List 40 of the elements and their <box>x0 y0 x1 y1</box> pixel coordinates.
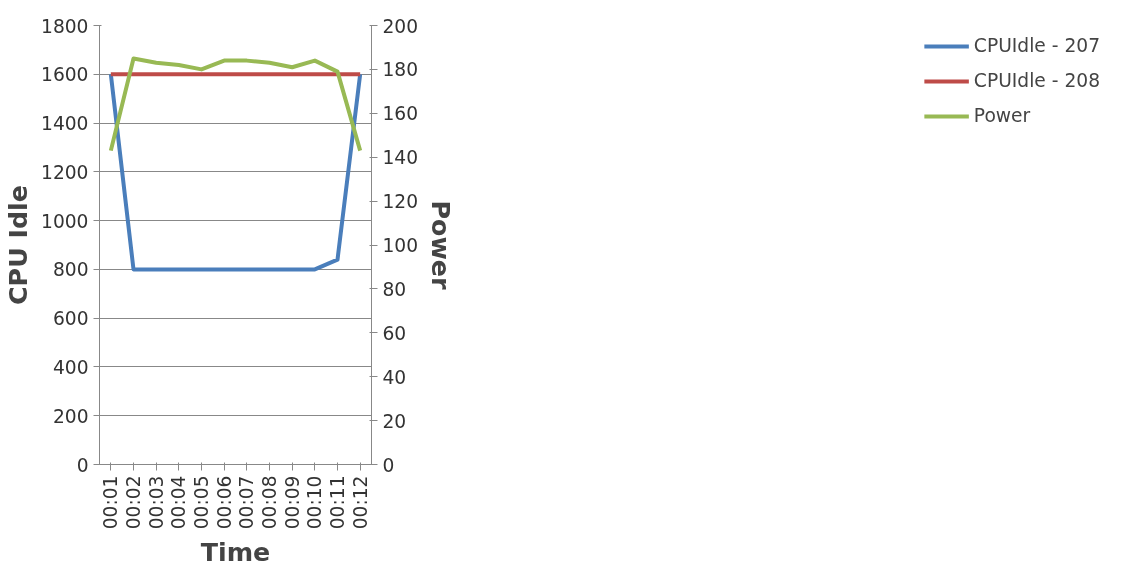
x-tick-label: 00:06 <box>213 475 235 530</box>
legend-label: CPUIdle - 208 <box>973 70 1100 91</box>
y2-tick-label: 160 <box>382 103 419 125</box>
y-axis-title: CPU Idle <box>3 185 34 305</box>
y2-tick-label: 80 <box>382 278 407 300</box>
x-tick-label: 00:08 <box>259 475 280 530</box>
y2-tick-label: 60 <box>382 322 407 344</box>
y2-tick-label: 40 <box>382 366 407 388</box>
x-tick-label: 00:09 <box>281 475 303 530</box>
x-tick-label: 00:12 <box>349 475 371 530</box>
line-series <box>108 56 363 153</box>
y-tick-label: 1400 <box>41 113 89 135</box>
x-tick-label: 00:04 <box>168 475 190 530</box>
x-tick-label: 00:03 <box>145 475 167 530</box>
y2-tick-label: 140 <box>382 147 419 169</box>
y2-tick-label: 120 <box>382 191 419 213</box>
y2-axis-title: Power <box>426 200 457 291</box>
y2-tick-label: 200 <box>382 15 419 37</box>
y-tick-label: 800 <box>52 259 89 281</box>
x-tick-label: 00:11 <box>327 475 348 530</box>
x-tick-label: 00:10 <box>304 475 326 530</box>
y2-tick-label: 0 <box>382 454 395 476</box>
legend-label: CPUIdle - 207 <box>973 35 1100 56</box>
x-tick-label: 00:05 <box>191 475 212 530</box>
y-tick-label: 600 <box>52 308 89 330</box>
y-tick-label: 200 <box>52 405 89 427</box>
y-tick-label: 400 <box>52 356 89 378</box>
legend-label: Power <box>973 105 1031 126</box>
x-tick-label: 00:07 <box>236 475 258 530</box>
x-tick-label: 00:02 <box>123 475 144 530</box>
y2-tick-label: 20 <box>382 410 407 432</box>
x-tick-label: 00:01 <box>100 475 122 530</box>
x-axis-title: Time <box>200 537 271 568</box>
y2-tick-label: 180 <box>382 59 419 81</box>
y-tick-label: 1600 <box>41 64 89 86</box>
y-tick-label: 1800 <box>41 15 89 37</box>
y-tick-label: 1200 <box>41 161 89 183</box>
y-tick-label: 0 <box>76 454 89 476</box>
y2-tick-label: 100 <box>382 235 419 256</box>
y-tick-label: 1000 <box>41 210 89 232</box>
